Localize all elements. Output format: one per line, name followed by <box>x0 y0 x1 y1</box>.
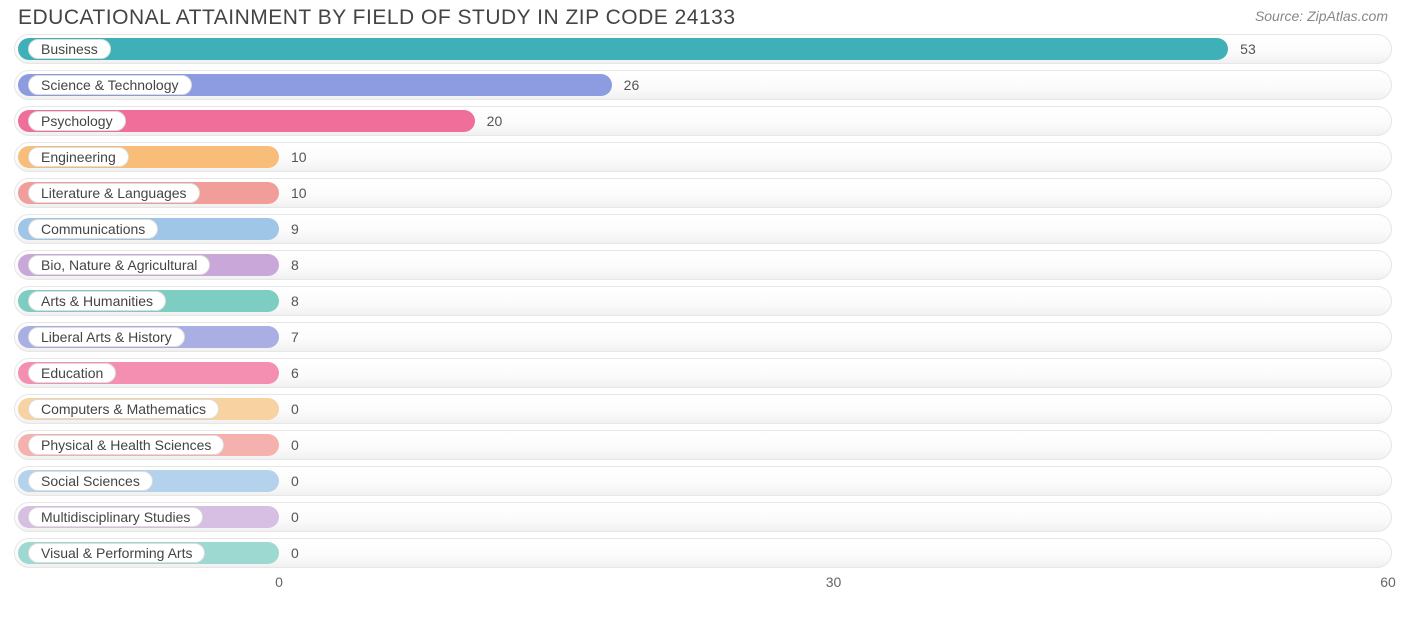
category-label-pill: Computers & Mathematics <box>28 399 219 419</box>
category-label: Psychology <box>41 113 113 129</box>
category-label-pill: Engineering <box>28 147 129 167</box>
category-label: Science & Technology <box>41 77 179 93</box>
bar-value-label: 0 <box>283 466 299 496</box>
category-label: Business <box>41 41 98 57</box>
bar-value-label: 0 <box>283 538 299 568</box>
x-axis-tick: 30 <box>826 574 842 590</box>
chart-container: EDUCATIONAL ATTAINMENT BY FIELD OF STUDY… <box>0 0 1406 632</box>
x-axis: 03060 <box>14 574 1392 596</box>
category-label-pill: Psychology <box>28 111 126 131</box>
bar-value-label: 20 <box>479 106 503 136</box>
category-label: Computers & Mathematics <box>41 401 206 417</box>
bar-row: Physical & Health Sciences 0 <box>14 430 1392 460</box>
bar-row: Liberal Arts & History 7 <box>14 322 1392 352</box>
bar-row: Visual & Performing Arts 0 <box>14 538 1392 568</box>
bar-value-label: 8 <box>283 286 299 316</box>
category-label-pill: Arts & Humanities <box>28 291 166 311</box>
bar-value-label: 53 <box>1232 34 1256 64</box>
bar-value-label: 10 <box>283 142 307 172</box>
category-label: Engineering <box>41 149 116 165</box>
category-label-pill: Social Sciences <box>28 471 153 491</box>
bar-row: Psychology 20 <box>14 106 1392 136</box>
bar-row: Business 53 <box>14 34 1392 64</box>
category-label: Physical & Health Sciences <box>41 437 211 453</box>
bar-value-label: 0 <box>283 394 299 424</box>
category-label-pill: Literature & Languages <box>28 183 200 203</box>
chart-header: EDUCATIONAL ATTAINMENT BY FIELD OF STUDY… <box>0 0 1406 34</box>
bar-fill <box>18 38 1228 60</box>
category-label: Communications <box>41 221 145 237</box>
bar-row: Multidisciplinary Studies 0 <box>14 502 1392 532</box>
bar-row: Literature & Languages 10 <box>14 178 1392 208</box>
category-label: Education <box>41 365 103 381</box>
category-label-pill: Physical & Health Sciences <box>28 435 224 455</box>
category-label-pill: Visual & Performing Arts <box>28 543 205 563</box>
category-label: Visual & Performing Arts <box>41 545 192 561</box>
category-label-pill: Science & Technology <box>28 75 192 95</box>
chart-title: EDUCATIONAL ATTAINMENT BY FIELD OF STUDY… <box>18 6 736 30</box>
bar-row: Engineering 10 <box>14 142 1392 172</box>
bar-row: Bio, Nature & Agricultural 8 <box>14 250 1392 280</box>
chart-source: Source: ZipAtlas.com <box>1255 6 1388 24</box>
bar-value-label: 6 <box>283 358 299 388</box>
category-label-pill: Bio, Nature & Agricultural <box>28 255 210 275</box>
bar-row: Arts & Humanities 8 <box>14 286 1392 316</box>
category-label-pill: Liberal Arts & History <box>28 327 185 347</box>
category-label: Literature & Languages <box>41 185 187 201</box>
category-label: Liberal Arts & History <box>41 329 172 345</box>
category-label-pill: Multidisciplinary Studies <box>28 507 203 527</box>
x-axis-tick: 60 <box>1380 574 1396 590</box>
bar-row: Science & Technology 26 <box>14 70 1392 100</box>
category-label-pill: Business <box>28 39 111 59</box>
bar-row: Social Sciences 0 <box>14 466 1392 496</box>
bar-value-label: 7 <box>283 322 299 352</box>
category-label: Arts & Humanities <box>41 293 153 309</box>
category-label-pill: Communications <box>28 219 158 239</box>
bar-row: Education 6 <box>14 358 1392 388</box>
bar-value-label: 9 <box>283 214 299 244</box>
chart-plot-area: Business 53 Science & Technology 26 Psycholo… <box>0 34 1406 568</box>
bar-value-label: 10 <box>283 178 307 208</box>
category-label: Bio, Nature & Agricultural <box>41 257 197 273</box>
category-label: Social Sciences <box>41 473 140 489</box>
category-label: Multidisciplinary Studies <box>41 509 190 525</box>
bar-value-label: 0 <box>283 430 299 460</box>
category-label-pill: Education <box>28 363 116 383</box>
bar-value-label: 8 <box>283 250 299 280</box>
bar-row: Communications 9 <box>14 214 1392 244</box>
bar-value-label: 0 <box>283 502 299 532</box>
bar-row: Computers & Mathematics 0 <box>14 394 1392 424</box>
x-axis-tick: 0 <box>275 574 283 590</box>
bar-value-label: 26 <box>616 70 640 100</box>
